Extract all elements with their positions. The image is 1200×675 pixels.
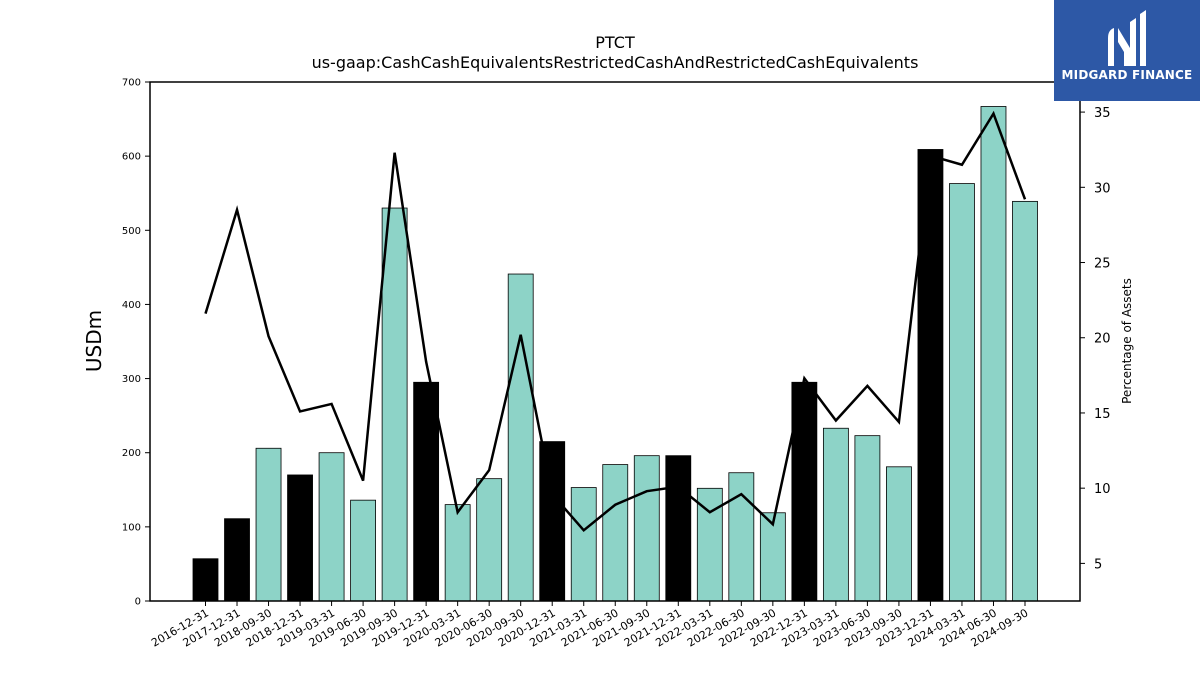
y2-tick-label: 35 [1094, 106, 1111, 121]
bar-2016-12-31 [192, 558, 219, 602]
y2-tick-label: 10 [1094, 482, 1111, 497]
logo-text: MIDGARD FINANCE [1061, 68, 1193, 82]
bar-2017-12-31 [224, 518, 250, 602]
bar-2023-09-30 [886, 466, 912, 602]
y-tick-label: 700 [122, 78, 141, 89]
y-tick-label: 0 [135, 597, 141, 608]
y-tick-label: 500 [122, 226, 141, 237]
bar-2022-06-30 [728, 472, 755, 602]
y-tick-label: 400 [122, 300, 141, 311]
y-axis-title: USDm [82, 310, 106, 372]
bar-2024-09-30 [1012, 200, 1038, 602]
bar-2021-12-31 [665, 455, 692, 602]
chart-subtitle: us-gaap:CashCashEquivalentsRestrictedCas… [312, 53, 919, 72]
bar-2018-09-30 [255, 447, 282, 602]
y2-tick-label: 30 [1094, 181, 1111, 196]
bar-2022-09-30 [759, 512, 786, 602]
bar-2023-03-31 [822, 427, 849, 602]
logo-mark-icon [1108, 10, 1146, 66]
bar-series [192, 106, 1038, 602]
bar-2018-12-31 [287, 474, 313, 602]
bar-2019-09-30 [381, 207, 408, 602]
bar-2023-06-30 [854, 435, 881, 602]
percentage-line [204, 110, 1027, 533]
y-tick-label: 600 [122, 152, 141, 163]
midgard-finance-logo: MIDGARD FINANCE [1054, 0, 1200, 101]
chart-title: PTCT [595, 33, 635, 52]
bar-2020-12-31 [539, 441, 566, 602]
y2-tick-label: 5 [1094, 557, 1102, 572]
bar-2021-09-30 [633, 455, 660, 602]
y-tick-label: 100 [122, 522, 141, 533]
bar-2024-03-31 [949, 183, 975, 602]
y2-axis-title: Percentage of Assets [1120, 278, 1134, 404]
y-tick-label: 200 [122, 448, 141, 459]
bar-2021-03-31 [570, 487, 597, 602]
bar-2019-06-30 [350, 499, 376, 602]
bar-2020-09-30 [507, 273, 534, 602]
percentage-line-series [204, 110, 1027, 533]
bar-2021-06-30 [602, 464, 629, 602]
y2-tick-label: 15 [1094, 407, 1111, 422]
bar-2019-12-31 [413, 381, 440, 602]
bar-2020-03-31 [444, 504, 471, 602]
bar-2019-03-31 [318, 452, 345, 602]
y2-tick-label: 20 [1094, 332, 1111, 347]
bar-2023-12-31 [917, 149, 944, 602]
y2-tick-label: 25 [1094, 257, 1111, 272]
bar-2024-06-30 [980, 106, 1007, 602]
bar-2020-06-30 [476, 478, 503, 602]
y-tick-label: 300 [122, 374, 141, 385]
